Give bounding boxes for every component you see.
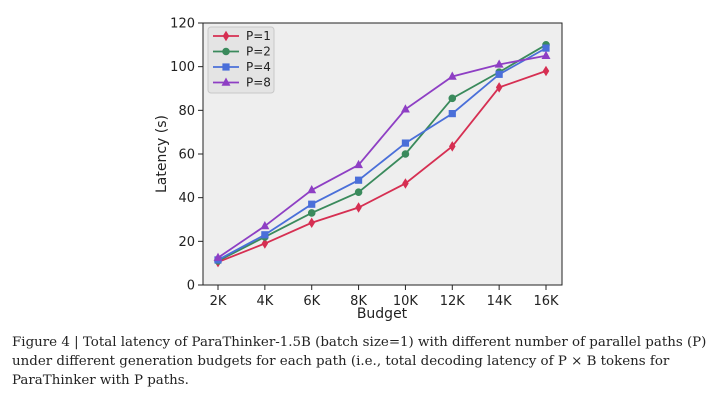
data-point-p4 (448, 110, 456, 118)
x-tick-label: 8K (350, 294, 367, 309)
legend-box (207, 26, 275, 94)
series-line-p8 (217, 54, 547, 259)
y-axis-label: Latency (s) (154, 115, 170, 193)
y-tick-label: 60 (178, 148, 195, 163)
data-point-p8 (307, 184, 317, 194)
x-tick-label: 14K (487, 294, 513, 309)
legend-label-p1: P=1 (246, 29, 271, 43)
data-point-p8 (541, 50, 551, 59)
data-point-p2 (401, 150, 410, 158)
y-tick-label: 0 (187, 279, 195, 294)
data-point-p4 (542, 44, 550, 52)
series-p8 (213, 50, 551, 261)
data-point-p1 (261, 238, 269, 249)
data-point-p2 (448, 94, 457, 103)
y-tick-label: 40 (178, 191, 195, 206)
data-point-p2 (354, 188, 363, 197)
legend-marker-p1 (222, 30, 230, 42)
figure-caption: Figure 4 | Total latency of ParaThinker-… (12, 333, 712, 390)
data-point-p4 (308, 200, 316, 208)
y-tick-label: 20 (178, 235, 195, 250)
data-point-p1 (355, 202, 362, 213)
legend-label-p2: P=2 (246, 45, 271, 59)
data-point-p4 (261, 231, 269, 239)
y-tick-label: 80 (178, 104, 195, 119)
legend-marker-p8 (221, 77, 231, 86)
x-tick-label: 4K (256, 294, 273, 309)
legend-marker-p4 (222, 63, 230, 71)
data-point-p8 (494, 59, 504, 68)
x-tick-label: 6K (303, 294, 320, 309)
y-tick-label: 100 (170, 60, 195, 75)
series-p4 (214, 44, 550, 264)
y-tick-label: 120 (170, 17, 195, 32)
data-point-p1 (449, 141, 456, 152)
series-line-p1 (217, 70, 547, 263)
data-point-p2 (307, 209, 316, 217)
x-tick-label: 10K (393, 294, 419, 309)
data-point-p8 (213, 252, 223, 261)
data-point-p1 (308, 217, 315, 229)
legend-label-p4: P=4 (246, 60, 271, 74)
data-point-p4 (495, 70, 503, 78)
legend-marker-p2 (222, 47, 230, 56)
legend: P=1 P=2P=4 P=8 (207, 26, 275, 94)
caption-line-2: under different generation budgets for e… (12, 354, 670, 369)
x-tick-label: 12K (440, 294, 466, 309)
data-point-p8 (260, 221, 270, 230)
data-point-p8 (447, 71, 457, 80)
series-line-p2 (217, 44, 547, 262)
caption-line-3: ParaThinker with P paths. (12, 373, 189, 388)
data-point-p1 (495, 82, 503, 93)
data-point-p4 (354, 176, 363, 184)
latency-chart: 0 20 40 60 80 100 120 2K 4K 6K 8K 10K 12K 14K 16K Bud… (154, 17, 563, 322)
caption-line-1: Figure 4 | Total latency of ParaThinker-… (12, 335, 707, 350)
data-point-p1 (542, 65, 550, 77)
data-point-p8 (400, 104, 410, 113)
x-tick-label: 2K (210, 294, 227, 309)
x-axis-label: Budget (357, 306, 408, 322)
data-point-p8 (354, 159, 364, 169)
x-tick-label: 16K (533, 294, 559, 309)
legend-label-p8: P=8 (246, 76, 271, 90)
data-point-p4 (401, 139, 410, 147)
series-line-p4 (217, 47, 547, 261)
data-point-p1 (402, 178, 409, 189)
